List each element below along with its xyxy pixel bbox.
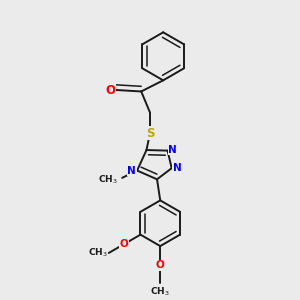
- Text: CH$_3$: CH$_3$: [98, 173, 118, 186]
- Text: CH$_3$: CH$_3$: [88, 247, 107, 259]
- Text: CH$_3$: CH$_3$: [150, 285, 170, 298]
- Text: S: S: [146, 127, 154, 140]
- Text: N: N: [128, 166, 136, 176]
- Text: N: N: [169, 145, 177, 155]
- Text: O: O: [120, 239, 128, 249]
- Text: O: O: [106, 83, 116, 97]
- Text: O: O: [156, 260, 165, 270]
- Text: N: N: [172, 163, 181, 173]
